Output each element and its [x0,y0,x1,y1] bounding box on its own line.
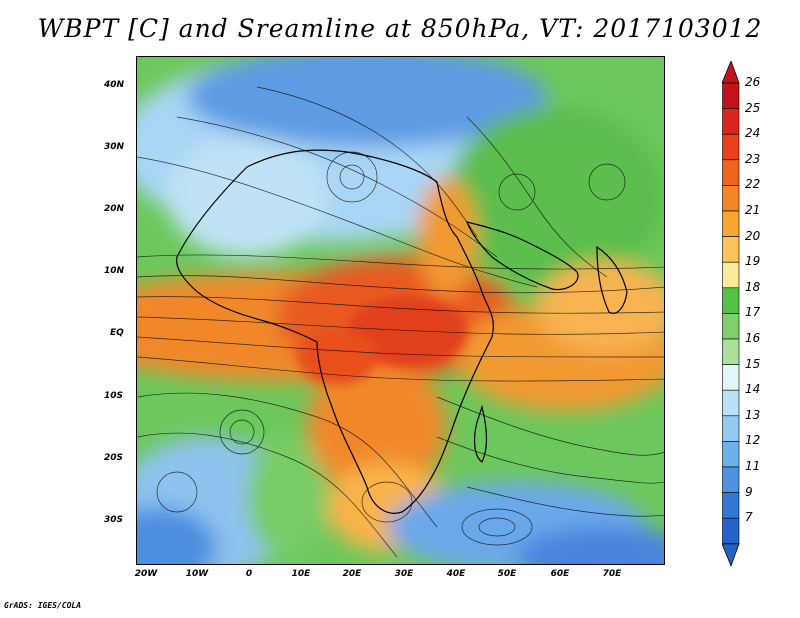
lat-label-40n: 40N [104,80,125,90]
colorbar-segment [722,287,740,314]
colorbar-label: 12 [745,433,761,447]
colorbar-segment [722,364,740,391]
lon-label-20e: 20E [342,569,362,579]
colorbar-segment [722,133,740,161]
colorbar-segment [722,159,740,186]
colorbar-segment [722,185,740,212]
lon-label-60e: 60E [550,569,570,579]
lon-label-10w: 10W [185,569,209,579]
coastlines [176,149,628,514]
colorbar-segment [722,82,740,109]
colorbar-label: 15 [745,357,761,371]
lat-label-10n: 10N [104,266,125,276]
colorbar-label: 18 [745,280,761,294]
colorbar-segment [722,517,740,545]
colorbar-bottom-arrow [722,543,740,567]
lon-label-20w: 20W [134,569,158,579]
colorbar-segment [722,261,740,289]
lat-label-20n: 20N [104,204,125,214]
lat-label-30s: 30S [104,515,124,525]
colorbar-top-arrow [722,61,740,84]
lat-label-30n: 30N [104,142,125,152]
colorbar-segment [722,338,740,365]
lon-label-70e: 70E [602,569,622,579]
map-plot-area [136,56,665,565]
lat-label-eq: EQ [110,328,124,338]
colorbar-segment [722,415,740,442]
lon-label-30e: 30E [394,569,414,579]
colorbar-label: 25 [745,101,761,115]
colorbar-segment [722,236,740,263]
colorbar-label: 19 [745,254,761,268]
map-field-svg [137,57,664,564]
colorbar-label: 9 [745,485,753,499]
colorbar-segment [722,492,740,519]
lat-label-20s: 20S [104,453,124,463]
colorbar-segment [722,313,740,340]
colorbar-label: 26 [745,75,761,89]
colorbar-label: 20 [745,229,761,243]
colorbar-label: 14 [745,382,761,396]
chart-title: WBPT [C] and Sreamline at 850hPa, VT: 20… [37,14,763,43]
colorbar-segment [722,389,740,417]
colorbar-label: 24 [745,126,761,140]
colorbar-segment [722,441,740,468]
lon-label-0: 0 [245,569,253,579]
colorbar-label: 22 [745,177,761,191]
colorbar-label: 21 [745,203,761,217]
lon-label-10e: 10E [291,569,311,579]
lat-label-10s: 10S [104,391,124,401]
lon-label-40e: 40E [446,569,466,579]
colorbar-segment [722,466,740,493]
colorbar-label: 17 [745,305,761,319]
colorbar-segment [722,210,740,237]
streamlines [137,86,664,558]
colorbar-segment [722,108,740,135]
colorbar-label: 13 [745,408,761,422]
grads-credit: GrADS: IGES/COLA [4,601,82,610]
colorbar [722,61,740,567]
colorbar-label: 11 [745,459,761,473]
warm-core-field [297,297,467,385]
colorbar-label: 7 [745,510,753,524]
lon-label-50e: 50E [497,569,517,579]
colorbar-label: 16 [745,331,761,345]
colorbar-label: 23 [745,152,761,166]
